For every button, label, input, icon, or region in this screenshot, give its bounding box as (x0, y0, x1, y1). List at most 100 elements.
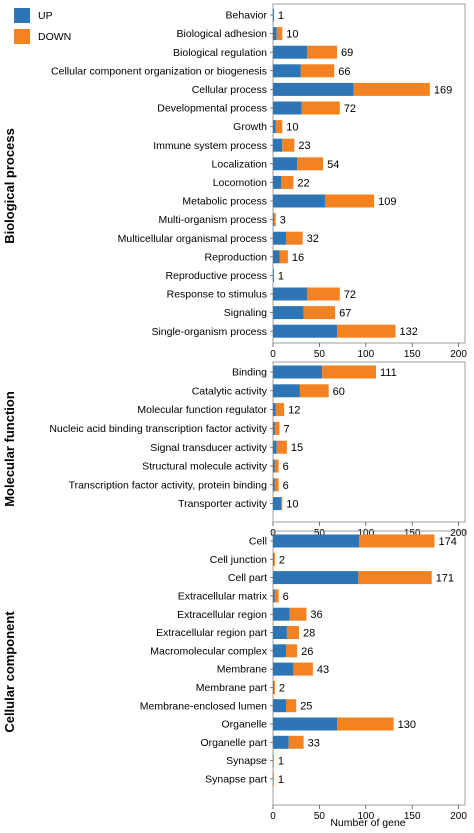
category-label: Growth (233, 121, 267, 133)
bar-up (273, 250, 280, 264)
value-label: 25 (300, 701, 312, 713)
bar-down (281, 175, 294, 189)
panel-title: Molecular function (2, 391, 17, 507)
bar-down (273, 213, 276, 227)
bar-up (273, 571, 359, 585)
bar-down (285, 699, 297, 713)
bar-down (337, 324, 396, 338)
value-label: 10 (286, 122, 298, 134)
bar-up (273, 306, 304, 320)
category-label: Multi-organism process (158, 214, 267, 226)
bar-down (300, 64, 335, 78)
bar-up (273, 478, 275, 492)
category-label: Cellular component organization or bioge… (51, 65, 267, 77)
legend-label-down: DOWN (38, 31, 71, 43)
bar-up (273, 45, 308, 59)
value-label: 23 (298, 140, 310, 152)
value-label: 36 (310, 609, 322, 621)
value-label: 2 (279, 682, 285, 694)
x-tick-label: 150 (404, 811, 421, 822)
category-label: Macromolecular complex (150, 645, 267, 657)
category-label: Reproductive process (165, 270, 267, 282)
bar-up (273, 552, 274, 566)
value-label: 33 (308, 737, 320, 749)
bar-up (273, 101, 302, 115)
bar-up (273, 644, 286, 658)
bar-down (274, 421, 280, 435)
category-label: Transcription factor activity, protein b… (69, 479, 268, 491)
bar-up (273, 82, 354, 96)
bar-down (324, 194, 375, 208)
x-tick-label: 0 (270, 349, 276, 360)
x-axis-title: Number of gene (330, 817, 405, 829)
value-label: 28 (303, 628, 315, 640)
bar-up (273, 589, 275, 603)
panel-title: Cellular component (2, 611, 17, 733)
value-label: 66 (338, 66, 350, 78)
legend: UP DOWN (14, 8, 71, 44)
x-tick-label: 100 (357, 528, 374, 539)
value-label: 174 (438, 536, 456, 548)
bar-down (301, 101, 340, 115)
bar-up (273, 120, 276, 134)
category-label: Biological adhesion (177, 28, 268, 40)
category-label: Single-organism process (151, 326, 267, 338)
x-tick-label: 100 (357, 811, 374, 822)
category-label: Signal transducer activity (150, 442, 267, 454)
category-label: Organelle (221, 719, 267, 731)
bar-up (273, 421, 275, 435)
value-label: 6 (283, 480, 289, 492)
bar-up (273, 384, 300, 398)
bar-down (359, 534, 435, 548)
x-tick-label: 200 (450, 811, 467, 822)
x-tick-label: 0 (270, 811, 276, 822)
bar-up (273, 607, 290, 621)
value-label: 26 (301, 646, 313, 658)
value-label: 54 (327, 159, 339, 171)
panel-molecular-function: Molecular function Binding 111 Catalytic ac… (2, 361, 467, 539)
bar-up (273, 64, 301, 78)
bar-down (276, 440, 287, 454)
category-label: Extracellular matrix (178, 591, 268, 603)
bar-down (275, 403, 285, 417)
value-label: 2 (279, 554, 285, 566)
bar-down (286, 626, 299, 639)
bar-down (303, 306, 336, 320)
bar-down (337, 717, 394, 731)
category-label: Signaling (224, 307, 267, 319)
value-label: 1 (278, 270, 284, 282)
panel-frame (272, 3, 466, 344)
legend-swatch-down (14, 29, 30, 44)
bar-up (273, 138, 283, 152)
bar-down (282, 138, 295, 152)
value-label: 12 (288, 405, 300, 417)
value-label: 22 (297, 177, 309, 189)
bar-up (273, 27, 277, 41)
bar-down (297, 157, 324, 171)
category-label: Biological regulation (173, 47, 267, 59)
category-label: Organelle part (200, 737, 267, 749)
category-label: Binding (232, 367, 267, 379)
category-label: Membrane (217, 664, 267, 676)
x-tick-label: 200 (450, 349, 467, 360)
category-label: Locomotion (213, 177, 267, 189)
category-label: Metabolic process (182, 196, 267, 208)
bar-up (273, 287, 308, 301)
value-label: 132 (399, 326, 417, 338)
chart-panels: Biological process Behavior 1 Biological ad… (2, 3, 467, 822)
value-label: 43 (317, 664, 329, 676)
value-label: 69 (341, 47, 353, 59)
bar-up (273, 440, 277, 454)
bar-up (273, 459, 275, 473)
category-label: Membrane part (196, 682, 267, 694)
value-label: 130 (398, 719, 416, 731)
value-label: 109 (378, 196, 396, 208)
bar-up (273, 213, 274, 227)
value-label: 67 (339, 308, 351, 320)
value-label: 7 (283, 423, 289, 435)
x-tick-label: 150 (404, 528, 421, 539)
category-label: Developmental process (157, 103, 267, 115)
value-label: 169 (434, 84, 452, 96)
bar-down (285, 231, 303, 245)
x-tick-label: 50 (314, 349, 326, 360)
